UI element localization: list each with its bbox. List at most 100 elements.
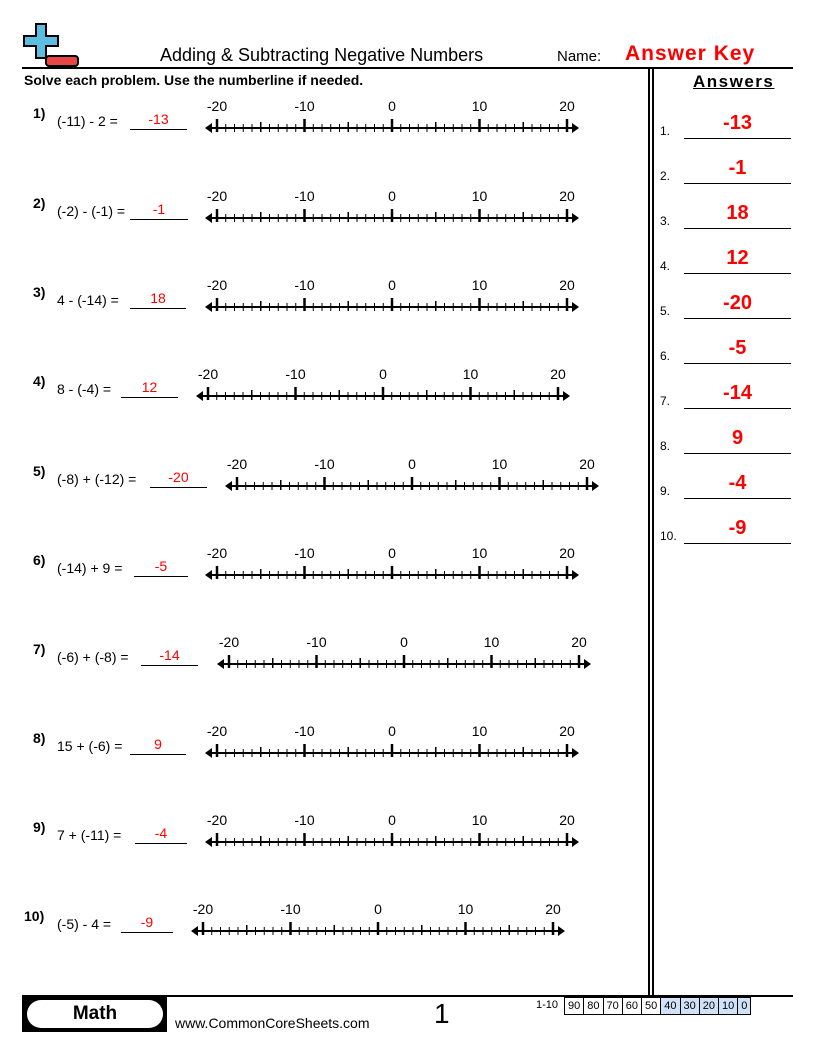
answer-blank[interactable]: 9 [130, 736, 186, 755]
numberline-label: 20 [559, 812, 575, 828]
score-cell: 60 [622, 997, 643, 1015]
numberline-label: -10 [314, 456, 335, 472]
answer-blank[interactable]: -1 [130, 201, 188, 220]
arrow-right-icon [563, 391, 570, 401]
problem-expression: 8 - (-4) = [57, 381, 112, 397]
numberline-label: -10 [294, 277, 315, 293]
numberline-label: 0 [388, 277, 396, 293]
numberline [196, 387, 570, 401]
problem-expression: 15 + (-6) = [57, 738, 123, 754]
numberline-label: 10 [471, 723, 488, 739]
numberline-label: 10 [462, 366, 479, 382]
answer-blank[interactable]: 12 [121, 379, 178, 398]
numberline-label: 10 [471, 545, 488, 561]
numberline-label: -20 [206, 812, 228, 828]
arrow-right-icon [584, 659, 591, 669]
header-divider [22, 67, 793, 69]
score-cell: 70 [603, 997, 623, 1015]
arrow-left-icon [205, 837, 212, 847]
numberline-label: 10 [471, 812, 488, 828]
answer-blank[interactable]: -9 [121, 914, 173, 933]
numberline-label: -20 [192, 901, 214, 917]
numberline [205, 119, 579, 133]
answer-blank[interactable]: -13 [130, 111, 187, 130]
arrow-left-icon [205, 302, 212, 312]
problem-expression: (-2) - (-1) = [57, 203, 126, 219]
answer-value: 9 [684, 427, 791, 454]
arrow-right-icon [558, 926, 565, 936]
numberline-label: 0 [388, 545, 396, 561]
arrow-right-icon [572, 302, 579, 312]
problem-expression: (-5) - 4 = [57, 916, 112, 932]
problem-expression: (-8) + (-12) = [57, 471, 137, 487]
instructions: Solve each problem. Use the numberline i… [24, 72, 364, 88]
answer-value: -1 [684, 157, 791, 184]
numberline [217, 655, 591, 669]
numberline [205, 209, 579, 223]
numberline-label: 0 [379, 366, 387, 382]
numberline-label: 0 [400, 634, 408, 650]
problem-expression: 7 + (-11) = [57, 827, 122, 843]
numberline-label: 10 [491, 456, 508, 472]
numberline-label: -10 [285, 366, 306, 382]
answer-blank[interactable]: -5 [134, 558, 188, 577]
numberline [205, 298, 579, 312]
score-cell: 30 [680, 997, 700, 1015]
answer-blank[interactable]: -20 [150, 469, 207, 488]
answers-heading: Answers [693, 72, 775, 91]
answer-value: -13 [684, 112, 791, 139]
numberline [205, 744, 579, 758]
numberline-label: 20 [550, 366, 566, 382]
numberline-label: 10 [457, 901, 474, 917]
arrow-left-icon [191, 926, 198, 936]
problem-number: 3) [33, 284, 46, 300]
answer-number: 1. [660, 124, 671, 138]
numberline-label: 20 [559, 277, 575, 293]
score-cell: 40 [661, 997, 681, 1015]
numberline-label: 20 [571, 634, 587, 650]
numberline-label: -20 [226, 456, 248, 472]
problem-number: 1) [33, 105, 46, 121]
arrow-left-icon [205, 570, 212, 580]
answer-value: -9 [684, 517, 791, 544]
numberline-label: 10 [483, 634, 500, 650]
answer-blank[interactable]: 18 [130, 290, 186, 309]
numberline-label: 0 [388, 812, 396, 828]
numberline-label: -10 [294, 812, 315, 828]
answer-value: 12 [684, 247, 791, 274]
score-range-label: 1-10 [536, 999, 559, 1011]
numberline-label: -20 [206, 723, 228, 739]
plus-minus-logo [23, 23, 79, 67]
answer-blank[interactable]: -4 [135, 825, 187, 844]
problem-number: 2) [33, 195, 46, 211]
answer-number: 4. [660, 259, 671, 273]
name-label: Name: [557, 48, 602, 65]
numberline-label: 10 [471, 98, 488, 114]
numberline-label: -10 [294, 188, 315, 204]
arrow-right-icon [572, 748, 579, 758]
numberline-label: 20 [559, 98, 575, 114]
numberline [191, 922, 565, 936]
numberline-label: 20 [559, 723, 575, 739]
problem-number: 4) [33, 373, 46, 389]
score-cell: 0 [738, 997, 752, 1015]
score-cell: 90 [564, 997, 585, 1015]
score-cell: 10 [719, 997, 739, 1015]
score-cell: 50 [642, 997, 662, 1015]
numberline-label: 20 [545, 901, 561, 917]
page-number: 1 [434, 998, 450, 1029]
score-cell: 80 [584, 997, 604, 1015]
answer-number: 6. [660, 349, 671, 363]
numberline-label: 20 [559, 545, 575, 561]
answer-number: 10. [660, 529, 677, 543]
numberline-label: -10 [294, 98, 315, 114]
problem-expression: 4 - (-14) = [57, 292, 119, 308]
site-url: www.CommonCoreSheets.com [175, 1015, 370, 1031]
arrow-left-icon [205, 748, 212, 758]
score-cell: 20 [699, 997, 720, 1015]
numberline-label: -10 [294, 723, 315, 739]
answer-blank[interactable]: -14 [141, 647, 198, 666]
answer-number: 3. [660, 214, 671, 228]
problem-number: 8) [33, 730, 46, 746]
numberline-label: 10 [471, 188, 488, 204]
